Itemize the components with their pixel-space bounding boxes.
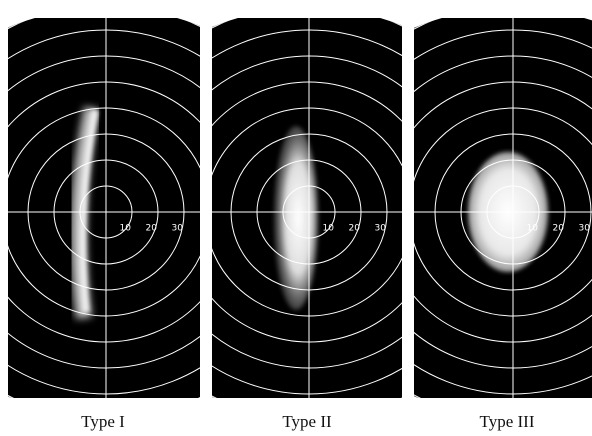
figure: 10 20 30 Type I 10 20 30 Type II 10 20 30 Type III [0,0,592,436]
caption: Type II [282,412,332,431]
ring-label: 10 [323,224,335,234]
caption: Type I [81,412,125,431]
ring-label: 20 [553,224,565,234]
ring-label: 20 [349,224,361,234]
ring-label: 30 [375,224,387,234]
ring-label: 30 [579,224,591,234]
ring-label: 10 [120,224,132,234]
blob [274,126,318,310]
ring-label: 30 [172,224,184,234]
ring-label: 10 [527,224,539,234]
ring-label: 20 [146,224,158,234]
caption: Type III [480,412,535,431]
background [8,13,200,403]
